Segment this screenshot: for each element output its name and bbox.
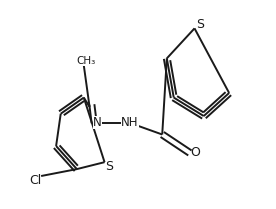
Text: S: S [105, 160, 113, 173]
Text: CH₃: CH₃ [76, 56, 96, 66]
Text: N: N [93, 116, 102, 129]
Text: Cl: Cl [29, 174, 41, 187]
Text: S: S [196, 18, 204, 31]
Text: NH: NH [121, 116, 139, 129]
Text: O: O [190, 147, 200, 159]
